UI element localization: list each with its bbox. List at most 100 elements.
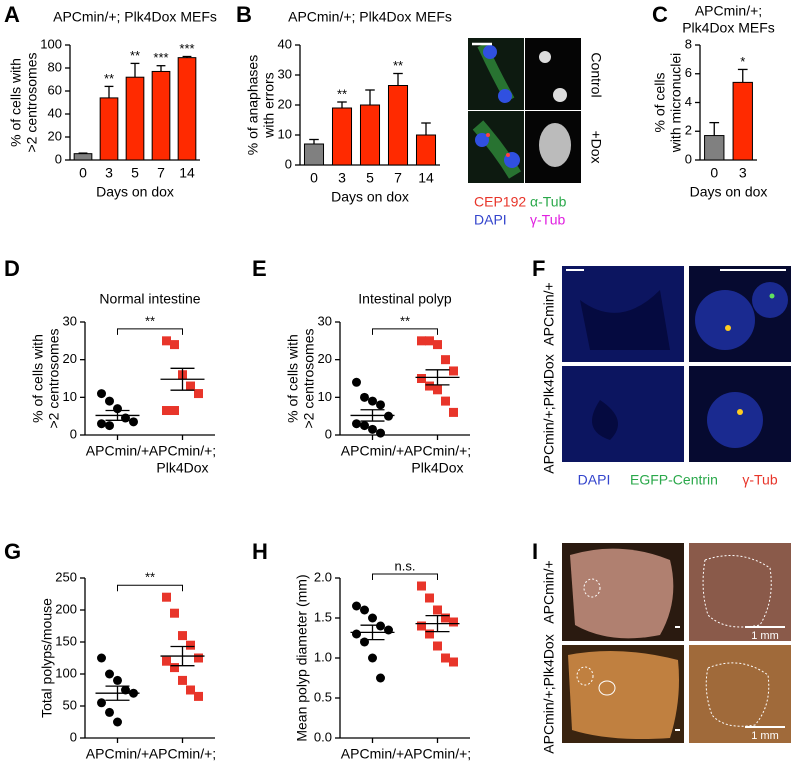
- data-point: [449, 657, 458, 667]
- data-point: [113, 717, 122, 727]
- significance: ***: [179, 41, 194, 56]
- panel-letter: C: [652, 2, 668, 27]
- data-point: [97, 698, 106, 708]
- y-tick-label: 30: [318, 313, 332, 328]
- y-tick-label: 100: [40, 36, 62, 51]
- legend-label: γ-Tub: [742, 472, 777, 488]
- micrographs-f: APCmin/+ APCmin/+;Plk4Dox DAPI EGFP-Cent…: [541, 266, 791, 488]
- y-tick-label: 80: [48, 59, 62, 74]
- photos-i: 1 mm 1 mm APCmin/+ APCmin/+;Plk4Dox: [541, 543, 791, 754]
- x-tick-label: 0: [310, 170, 318, 186]
- data-point: [170, 406, 179, 416]
- data-point: [368, 396, 377, 406]
- significance: **: [130, 48, 140, 63]
- y-tick-label: 100: [55, 665, 77, 680]
- y-axis-label: >2 centrosomes: [46, 329, 62, 429]
- y-tick-label: 40: [48, 105, 62, 120]
- data-point: [425, 629, 434, 639]
- data-point: [186, 381, 195, 391]
- data-point: [105, 396, 114, 406]
- y-tick-label: 4: [685, 94, 692, 109]
- bar: [732, 81, 753, 161]
- data-point: [121, 685, 130, 695]
- data-point: [384, 411, 393, 421]
- micrographs-b: Control +Dox CEP192 α-Tub DAPI γ-Tub: [468, 38, 604, 228]
- x-tick-label: 7: [394, 170, 402, 186]
- y-tick-label: 0: [685, 151, 692, 166]
- bar: [303, 143, 325, 166]
- data-point: [97, 389, 106, 399]
- y-tick-label: 60: [48, 82, 62, 97]
- data-point: [433, 385, 442, 395]
- x-tick-label: 0: [710, 165, 718, 181]
- y-tick-label: 150: [55, 633, 77, 648]
- data-point: [376, 428, 385, 438]
- bar: [331, 107, 353, 166]
- y-tick-label: 50: [63, 697, 77, 712]
- data-point: [449, 366, 458, 376]
- data-point: [352, 419, 361, 429]
- significance: **: [337, 86, 347, 101]
- panel-letter: F: [532, 256, 545, 281]
- significance: **: [145, 570, 155, 585]
- x-tick-label: 5: [131, 165, 139, 181]
- y-tick-label: 1.5: [314, 609, 332, 624]
- chart-title: Intestinal polyp: [358, 291, 452, 307]
- bar: [704, 135, 725, 161]
- data-point: [360, 637, 369, 647]
- y-axis-label: >2 centrosomes: [301, 329, 317, 429]
- row-label: APCmin/+;Plk4Dox: [541, 634, 557, 753]
- row-label: APCmin/+: [541, 282, 557, 345]
- significance-bracket: [117, 584, 183, 592]
- data-point: [449, 407, 458, 417]
- panel-letter: I: [532, 539, 538, 564]
- significance: **: [393, 58, 403, 73]
- data-point: [352, 629, 361, 639]
- y-axis-label: with errors: [261, 72, 277, 138]
- data-point: [376, 621, 385, 631]
- y-tick-label: 30: [63, 313, 77, 328]
- data-point: [425, 381, 434, 391]
- panel-letter: A: [4, 2, 20, 27]
- data-point: [425, 593, 434, 603]
- y-tick-label: 30: [278, 66, 292, 81]
- legend-label: DAPI: [578, 472, 611, 488]
- panel-letter: D: [4, 256, 20, 281]
- y-tick-label: 0.0: [314, 729, 332, 744]
- y-tick-label: 250: [55, 569, 77, 584]
- bar: [73, 153, 93, 161]
- significance-bracket: [372, 328, 438, 335]
- data-point: [425, 336, 434, 346]
- data-point: [433, 605, 442, 615]
- y-axis-label: % of anaphases: [245, 55, 261, 155]
- data-point: [352, 601, 361, 611]
- scale-label: 1 mm: [751, 730, 779, 742]
- data-point: [433, 340, 442, 350]
- y-axis-label: % of cells with: [8, 58, 24, 147]
- legend-label: CEP192: [474, 194, 526, 210]
- data-point: [352, 377, 361, 387]
- bar: [177, 57, 197, 161]
- data-point: [105, 669, 114, 679]
- x-tick-label: Plk4Dox: [156, 460, 208, 476]
- data-point: [441, 653, 450, 663]
- bar: [415, 134, 437, 166]
- y-tick-label: 0: [285, 156, 292, 171]
- data-point: [417, 336, 426, 346]
- data-point: [170, 608, 179, 618]
- y-tick-label: 0: [55, 151, 62, 166]
- panel-letter: G: [4, 539, 21, 564]
- significance: n.s.: [395, 558, 416, 573]
- y-tick-label: 0.5: [314, 689, 332, 704]
- significance: *: [740, 54, 745, 69]
- chart-title: Normal intestine: [99, 291, 200, 307]
- data-point: [360, 605, 369, 615]
- row-label: APCmin/+: [541, 560, 557, 623]
- x-tick-label: APCmin/+: [86, 746, 149, 762]
- x-tick-label: 7: [157, 165, 165, 181]
- data-point: [384, 625, 393, 635]
- data-point: [417, 581, 426, 591]
- panel-letter: E: [252, 256, 267, 281]
- x-axis-label: Days on dox: [96, 184, 174, 200]
